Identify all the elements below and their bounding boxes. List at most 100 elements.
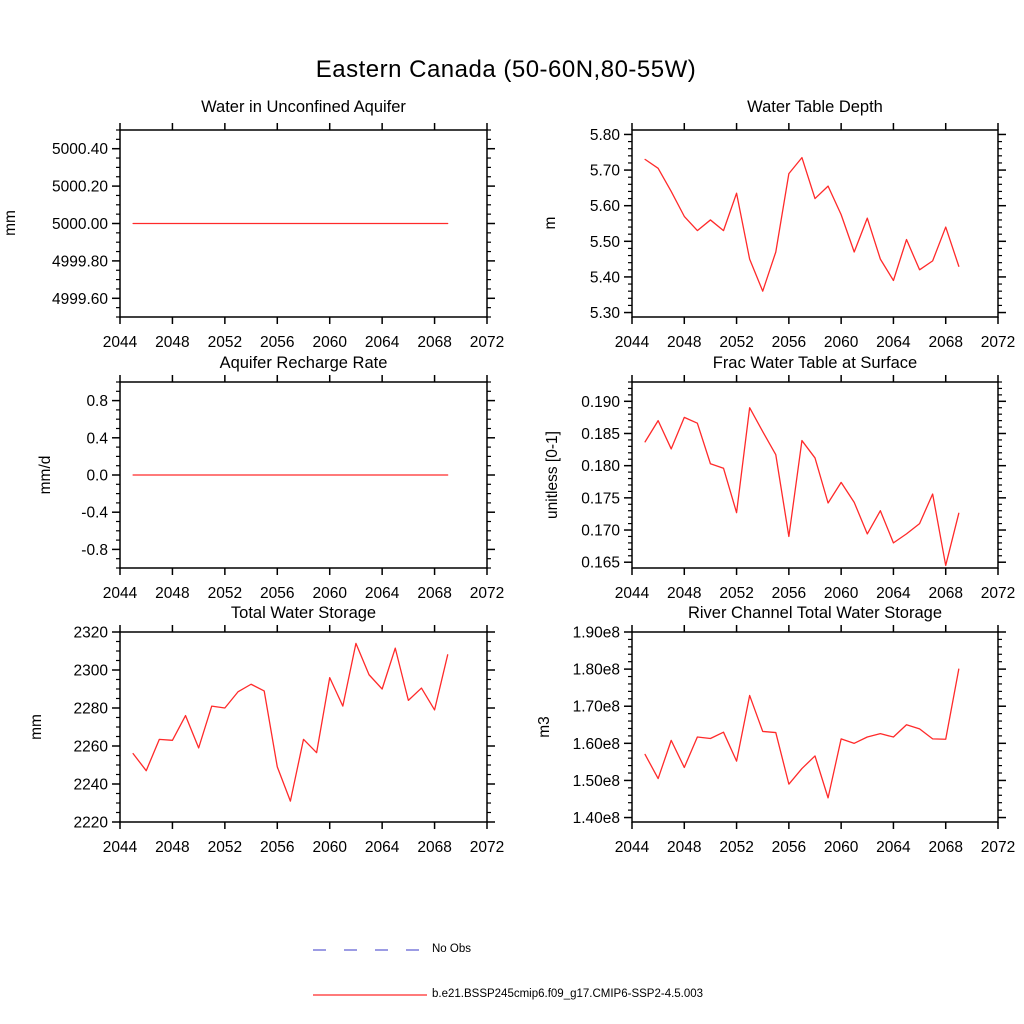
x-tick-label: 2072 — [981, 585, 1015, 602]
y-tick-label: 5.40 — [590, 269, 621, 286]
y-tick-label: 0.190 — [581, 394, 620, 411]
x-tick-label: 2060 — [312, 334, 347, 351]
y-tick-label: -0.4 — [81, 505, 108, 522]
panel-river-channel-total-water-storage: River Channel Total Water Storage m3 204… — [512, 588, 1024, 868]
panel-title: Total Water Storage — [230, 604, 377, 622]
x-tick-label: 2048 — [155, 334, 189, 351]
y-tick-label: 0.185 — [581, 426, 620, 443]
panel-frac-water-table-at-surface: Frac Water Table at Surface unitless [0-… — [512, 338, 1024, 602]
x-tick-label: 2052 — [719, 334, 753, 351]
data-line — [132, 642, 449, 802]
x-tick-label: 2044 — [615, 585, 650, 602]
x-tick-label: 2052 — [208, 334, 242, 351]
x-tick-label: 2064 — [365, 334, 400, 351]
x-tick-label: 2044 — [103, 585, 138, 602]
data-line — [644, 156, 960, 292]
x-tick-label: 2068 — [928, 334, 962, 351]
no-obs-line-icon — [313, 949, 427, 951]
x-tick-label: 2052 — [208, 839, 242, 856]
x-tick-label: 2060 — [824, 839, 859, 856]
x-tick-label: 2064 — [876, 334, 911, 351]
aquifer-recharge-rate-plot: 2044 2048 2052 2056 2060 2064 2068 2072 -0.8 -0.4… — [81, 375, 504, 602]
y-tick-label: 5.50 — [590, 234, 621, 251]
x-tick-label: 2052 — [719, 585, 753, 602]
data-line — [644, 407, 960, 567]
x-tick-label: 2064 — [365, 585, 400, 602]
x-tick-label: 2052 — [208, 585, 242, 602]
x-tick-label: 2072 — [470, 334, 504, 351]
y-tick-label: 2300 — [74, 663, 109, 680]
legend-label-no-obs: No Obs — [432, 943, 471, 955]
x-tick-label: 2056 — [772, 585, 806, 602]
x-tick-label: 2044 — [615, 334, 650, 351]
x-tick-label: 2064 — [876, 585, 911, 602]
y-tick-label: 4999.80 — [52, 253, 108, 270]
y-tick-label: 2240 — [74, 777, 109, 794]
x-tick-label: 2068 — [417, 585, 451, 602]
y-tick-label: 1.60e8 — [573, 736, 620, 753]
x-tick-label: 2044 — [103, 334, 138, 351]
x-tick-label: 2048 — [667, 839, 701, 856]
x-tick-label: 2048 — [155, 585, 189, 602]
y-tick-label: 1.90e8 — [573, 625, 620, 642]
y-tick-label: 2280 — [74, 701, 109, 718]
x-tick-label: 2060 — [312, 585, 347, 602]
x-tick-label: 2056 — [772, 839, 806, 856]
panel-aquifer-recharge-rate: Aquifer Recharge Rate mm/d 2044 2048 2052 2… — [0, 338, 512, 602]
x-tick-label: 2060 — [312, 839, 347, 856]
legend-label-model-run: b.e21.BSSP245cmip6.f09_g17.CMIP6-SSP2-4.… — [432, 988, 704, 1000]
water-in-unconfined-aquifer-plot: 2044 2048 2052 2056 2060 2064 2068 2072 4999.60 4… — [52, 123, 504, 351]
panel-title: Aquifer Recharge Rate — [219, 354, 388, 372]
x-tick-label: 2044 — [103, 839, 138, 856]
x-tick-label: 2072 — [470, 585, 504, 602]
x-tick-label: 2056 — [772, 334, 806, 351]
x-tick-label: 2048 — [667, 585, 701, 602]
y-tick-label: 4999.60 — [52, 291, 108, 308]
x-tick-label: 2056 — [260, 839, 294, 856]
x-tick-label: 2060 — [824, 585, 859, 602]
y-tick-label: 1.50e8 — [573, 773, 620, 790]
y-tick-label: 0.165 — [581, 555, 620, 572]
y-tick-label: 0.8 — [86, 393, 108, 410]
y-tick-label: 5000.40 — [52, 141, 108, 158]
y-tick-label: 5.60 — [590, 198, 621, 215]
plot-frame — [631, 631, 999, 823]
y-tick-label: 5000.20 — [52, 179, 108, 196]
x-tick-label: 2072 — [470, 839, 504, 856]
y-tick-label: 1.80e8 — [573, 662, 620, 679]
x-tick-label: 2048 — [667, 334, 701, 351]
x-tick-label: 2056 — [260, 334, 294, 351]
y-tick-label: 5.30 — [590, 305, 621, 322]
water-table-depth-plot: 2044 2048 2052 2056 2060 2064 2068 2072 5.30 5.40… — [590, 123, 1015, 351]
x-tick-label: 2068 — [417, 334, 451, 351]
panel-title: Water in Unconfined Aquifer — [201, 98, 406, 116]
y-tick-label: 5.70 — [590, 163, 621, 180]
y-tick-label: 5.80 — [590, 127, 621, 144]
y-tick-label: 0.180 — [581, 458, 620, 475]
data-line — [644, 668, 960, 799]
y-tick-label: 0.4 — [86, 430, 108, 447]
x-tick-label: 2068 — [417, 839, 451, 856]
panel-title: River Channel Total Water Storage — [687, 604, 943, 622]
x-tick-label: 2064 — [365, 839, 400, 856]
plot-frame — [631, 129, 999, 318]
y-tick-label: 0.170 — [581, 523, 620, 540]
x-tick-label: 2072 — [981, 334, 1015, 351]
total-water-storage-plot: 2044 2048 2052 2056 2060 2064 2068 2072 2220 2240… — [74, 625, 505, 857]
frac-water-table-at-surface-plot: 2044 2048 2052 2056 2060 2064 2068 2072 0.165 0.1… — [581, 375, 1015, 602]
y-tick-label: -0.8 — [81, 542, 108, 559]
x-tick-label: 2068 — [928, 585, 962, 602]
x-tick-label: 2056 — [260, 585, 294, 602]
panel-title: Water Table Depth — [747, 98, 883, 116]
x-tick-label: 2064 — [876, 839, 911, 856]
figure-title: Eastern Canada (50-60N,80-55W) — [315, 56, 697, 83]
panel-water-table-depth: Water Table Depth m 2044 2048 2052 2056 2060… — [512, 86, 1024, 352]
plot-frame — [119, 631, 488, 823]
y-tick-label: 2260 — [74, 739, 109, 756]
y-tick-label: 0.0 — [86, 468, 108, 485]
river-channel-total-water-storage-plot: 2044 2048 2052 2056 2060 2064 2068 2072 1.40e8 1.… — [573, 625, 1016, 857]
x-tick-label: 2072 — [981, 839, 1015, 856]
y-tick-label: 5000.00 — [52, 216, 108, 233]
x-tick-label: 2044 — [615, 839, 650, 856]
